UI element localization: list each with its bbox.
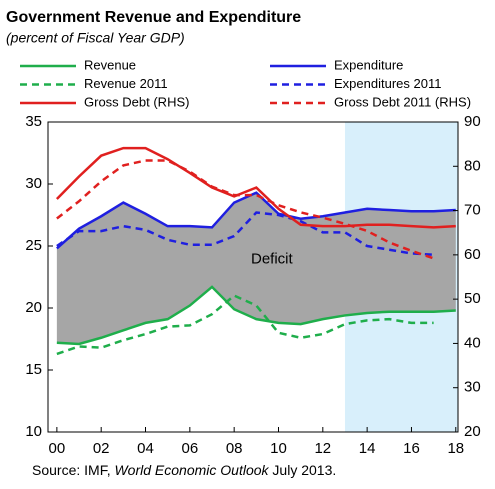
legend-label: Revenue (84, 57, 136, 72)
chart-title: Government Revenue and Expenditure (6, 9, 301, 26)
legend-label: Expenditures 2011 (334, 76, 441, 91)
plot-frame (47, 121, 459, 433)
series-line (56, 294, 434, 356)
y-tick-label: 20 (25, 299, 42, 316)
chart-subtitle: (percent of Fiscal Year GDP) (6, 30, 185, 46)
legend-label: Gross Debt 2011 (RHS) (334, 94, 471, 109)
y2-tick-label: 90 (464, 113, 481, 130)
series-line (56, 211, 434, 256)
deficit-area (56, 192, 456, 344)
legend-label: Revenue 2011 (84, 76, 168, 91)
y-tick-label: 15 (25, 361, 42, 378)
x-tick-label: 08 (226, 440, 243, 457)
x-tick-label: 04 (137, 440, 154, 457)
y2-tick-label: 20 (464, 423, 481, 440)
source: Source: IMF, World Economic Outlook July… (32, 462, 336, 478)
y-tick-label: 30 (25, 175, 42, 192)
plot: Deficit 00 02 04 06 08 10 12 14 16 18 10 15 20 25 30 35 2… (20, 57, 481, 457)
y2-tick-label: 40 (464, 334, 481, 351)
y2-tick-label: 60 (464, 246, 481, 263)
x-tick-label: 18 (447, 440, 464, 457)
x-tick-label: 10 (270, 440, 287, 457)
series-line (55, 146, 456, 229)
y2-tick-label: 50 (464, 290, 481, 307)
y-tick-label: 10 (25, 423, 42, 440)
y2-tick-label: 70 (464, 202, 481, 219)
x-tick-label: 02 (93, 440, 110, 457)
y2-tick-label: 80 (464, 157, 481, 174)
legend-label: Expenditure (334, 57, 403, 72)
y-tick-label: 25 (25, 237, 42, 254)
x-tick-label: 16 (403, 440, 420, 457)
y2-tick-label: 30 (464, 379, 481, 396)
x-tick-label: 14 (359, 440, 376, 457)
x-tick-label: 06 (181, 440, 198, 457)
x-tick-label: 00 (49, 440, 66, 457)
x-tick-label: 12 (314, 440, 331, 457)
source-suffix: July 2013. (269, 462, 337, 478)
series-line (56, 191, 456, 250)
source-italic: World Economic Outlook (114, 462, 269, 478)
series-line (56, 159, 435, 260)
source-prefix: Source: IMF, (32, 462, 114, 478)
y-tick-label: 35 (25, 113, 42, 130)
annotation: Deficit (251, 251, 294, 268)
legend-label: Gross Debt (RHS) (84, 94, 189, 109)
series-line (56, 285, 456, 346)
